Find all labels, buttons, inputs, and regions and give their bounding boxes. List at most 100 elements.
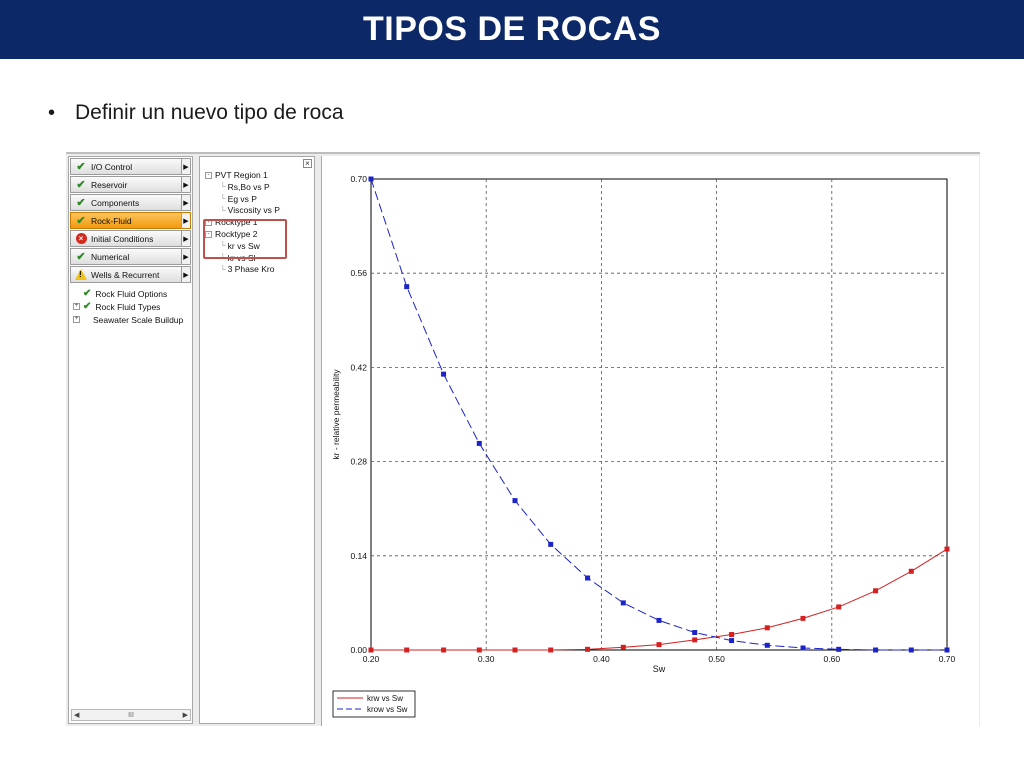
legend-label: krw vs Sw (367, 694, 403, 703)
rock-fluid-subtree: ✔ Rock Fluid Options + ✔ Rock Fluid Types + Se… (73, 287, 191, 326)
warning-icon (75, 269, 87, 280)
tree-item[interactable]: └ kr vs Sw (220, 240, 260, 252)
tree-branch-icon: └ (220, 194, 226, 204)
nav-item-label: Rock-Fluid (91, 215, 132, 226)
data-point (873, 647, 879, 653)
tree-item[interactable]: └ Eg vs P (220, 193, 257, 205)
nav-item-label: Initial Conditions (91, 233, 154, 244)
tree-item[interactable]: └ 3 Phase Kro (220, 263, 274, 275)
data-point (800, 645, 806, 651)
data-point (512, 647, 518, 653)
nav-item-i-o-control[interactable]: ✔ I/O Control ▶ (70, 158, 191, 175)
horizontal-scrollbar[interactable]: ◀ III ▶ (71, 709, 191, 721)
nav-item-label: Components (91, 197, 140, 208)
data-point (692, 630, 698, 636)
data-point (585, 646, 591, 652)
expand-arrow-icon[interactable]: ▶ (181, 213, 190, 228)
check-icon: ✔ (76, 161, 86, 173)
bullet-text: Definir un nuevo tipo de roca (75, 101, 344, 124)
x-tick-label: 0.40 (593, 654, 610, 664)
data-point (944, 546, 950, 552)
data-point (729, 638, 735, 644)
expand-arrow-icon[interactable]: ▶ (181, 159, 190, 174)
subtree-item-label: Rock Fluid Types (95, 301, 161, 312)
data-point (908, 568, 914, 574)
status-icon: ✔ (71, 214, 91, 227)
nav-item-label: I/O Control (91, 161, 133, 172)
nav-item-rock-fluid[interactable]: ✔ Rock-Fluid ▶ (70, 212, 191, 229)
chart-panel: 0.20 0.30 0.40 0.50 0.60 0.70 0.00 0.14 0.28 0.42… (321, 156, 979, 726)
subtree-item[interactable]: + Seawater Scale Buildup (73, 313, 191, 326)
subtree-item-label: Rock Fluid Options (95, 288, 168, 299)
subtree-item[interactable]: + ✔ Rock Fluid Types (73, 300, 191, 313)
data-point (944, 647, 950, 653)
y-tick-label: 0.00 (350, 645, 367, 655)
slide-title: TIPOS DE ROCAS (363, 10, 661, 48)
nav-item-numerical[interactable]: ✔ Numerical ▶ (70, 248, 191, 265)
y-tick-label: 0.14 (350, 551, 367, 561)
x-tick-label: 0.30 (478, 654, 495, 664)
tree-branch-icon: └ (220, 182, 226, 192)
tree-item[interactable]: - Rocktype 2 (205, 228, 258, 240)
tree-item[interactable]: - PVT Region 1 (205, 169, 268, 181)
data-point (729, 632, 735, 638)
data-point (548, 647, 554, 653)
series-line-krow-vs-Sw (370, 178, 947, 651)
data-point (656, 617, 662, 623)
tree-item[interactable]: └ Viscosity vs P (220, 204, 280, 216)
nav-item-reservoir[interactable]: ✔ Reservoir ▶ (70, 176, 191, 193)
tree-item[interactable]: └ Rs,Bo vs P (220, 181, 270, 193)
bullet-point: • Definir un nuevo tipo de roca (48, 101, 344, 125)
y-tick-label: 0.56 (350, 268, 367, 278)
x-tick-label: 0.70 (939, 654, 956, 664)
expand-arrow-icon[interactable]: ▶ (181, 231, 190, 246)
nav-item-wells-recurrent[interactable]: Wells & Recurrent ▶ (70, 266, 191, 283)
application-screenshot: ✔ I/O Control ▶ ✔ Reservoir ▶ ✔ Components ▶ ✔ Roc… (66, 152, 980, 726)
status-icon (71, 269, 91, 280)
subtree-item-label: Seawater Scale Buildup (93, 314, 184, 325)
expand-arrow-icon[interactable]: ▶ (181, 195, 190, 210)
scroll-right-icon[interactable]: ▶ (182, 712, 188, 719)
expand-arrow-icon[interactable]: ▶ (181, 249, 190, 264)
bullet-dot-icon: • (48, 101, 56, 124)
tree-item-label: kr vs Sw (227, 240, 260, 251)
expand-arrow-icon[interactable]: ▶ (181, 177, 190, 192)
status-icon: ✔ (71, 250, 91, 263)
scroll-thumb[interactable]: III (128, 711, 134, 719)
tree-branch-icon: └ (220, 241, 226, 251)
tree-item-label: Rocktype 1 (215, 217, 258, 228)
tree-item-label: PVT Region 1 (215, 170, 268, 180)
data-point (764, 625, 770, 631)
data-point (836, 604, 842, 610)
collapse-icon[interactable]: - (205, 230, 212, 238)
tree-branch-icon: └ (220, 205, 226, 215)
close-icon[interactable]: × (303, 159, 312, 168)
collapse-icon[interactable]: - (205, 171, 212, 179)
data-point (404, 284, 410, 290)
x-axis-label: Sw (653, 664, 666, 674)
data-point (764, 642, 770, 648)
subtree-item[interactable]: ✔ Rock Fluid Options (73, 287, 191, 300)
rocktype-highlight-box (203, 219, 287, 259)
check-icon: ✔ (83, 301, 92, 312)
nav-item-initial-conditions[interactable]: × Initial Conditions ▶ (70, 230, 191, 247)
expand-arrow-icon[interactable]: ▶ (181, 267, 190, 282)
x-tick-label: 0.50 (708, 654, 725, 664)
tree-item-label: 3 Phase Kro (227, 264, 275, 275)
tree-item-label: Eg vs P (227, 193, 257, 204)
status-icon: × (71, 233, 91, 244)
nav-item-label: Reservoir (91, 179, 128, 190)
data-point (800, 615, 806, 621)
expand-icon[interactable]: + (73, 303, 80, 310)
y-axis-label: kr - relative permeability (331, 369, 341, 460)
x-tick-label: 0.60 (824, 654, 841, 664)
status-icon: ✔ (71, 196, 91, 209)
nav-item-components[interactable]: ✔ Components ▶ (70, 194, 191, 211)
relative-permeability-chart: 0.20 0.30 0.40 0.50 0.60 0.70 0.00 0.14 0.28 0.42… (331, 174, 956, 718)
slide-title-bar: TIPOS DE ROCAS (0, 0, 1024, 59)
expand-icon[interactable]: + (73, 316, 80, 323)
scroll-left-icon[interactable]: ◀ (74, 712, 80, 719)
data-tree-panel: × - PVT Region 1 └ Rs,Bo vs P └ Eg vs P └ Visco… (199, 156, 315, 724)
data-point (441, 647, 447, 653)
check-icon: ✔ (76, 197, 86, 209)
